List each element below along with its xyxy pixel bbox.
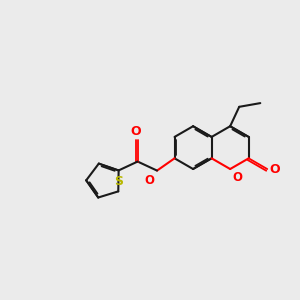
Text: S: S [114,175,123,188]
Text: O: O [131,125,142,138]
Text: O: O [270,163,280,176]
Text: O: O [232,171,242,184]
Text: O: O [145,174,155,187]
